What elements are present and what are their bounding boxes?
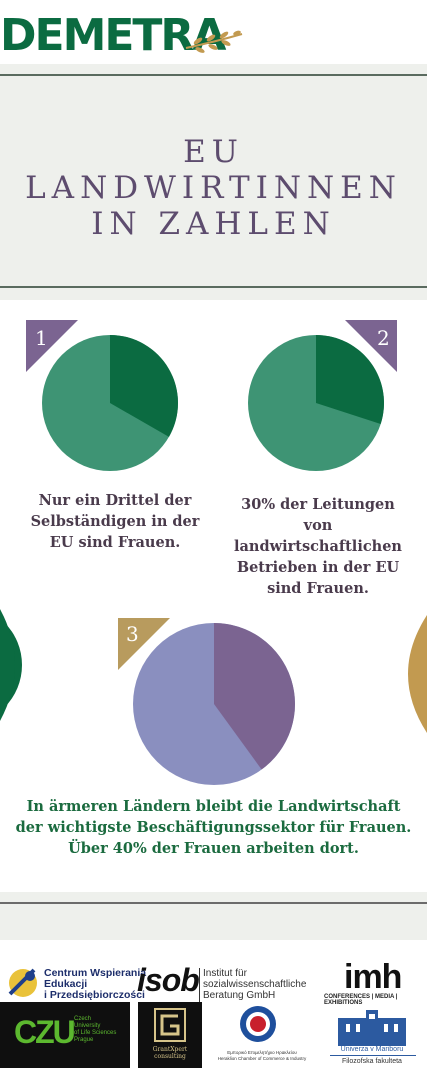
number-badge [26,320,78,372]
maribor-logo-icon [338,1010,406,1046]
stat-3-text: In ärmeren Ländern bleibt die Landwirtsc… [10,796,417,859]
isob-text: Institut für sozialwissenschaftliche Ber… [203,968,306,1001]
demetra-logo: DEMETRA [0,10,226,61]
imh-text: CONFERENCES | MEDIA | EXHIBITIONS [324,994,398,1006]
divider-line [0,902,427,904]
grantxpert-mark-icon [154,1008,186,1042]
title-line: EU [183,134,244,170]
partner-line: Prague [74,1037,94,1043]
partner-line: consulting [154,1053,186,1060]
grantxpert-text: GrantXpert consulting [138,1046,202,1060]
partner-line: Εμπορικό Επιμελητήριο Ηρακλείου [227,1050,297,1055]
stat-line: Nur ein Drittel der [38,492,192,509]
maribor-name: Univerza v Mariboru [340,1046,404,1053]
partner-line: Heraklion Chamber of Commerce & Industry [217,1056,307,1061]
stat-line: von [303,517,333,534]
title-line: LANDWIRTINNEN [25,170,402,206]
divider-line [330,1055,416,1056]
partner-logos: Centrum Wspierania Edukacji i Przedsiębi… [0,940,427,1068]
divider-line [0,74,427,76]
cwep-text: Centrum Wspierania Edukacji i Przedsiębi… [44,968,146,1001]
pie-chart-1 [42,335,178,471]
partner-line: Czech [74,1016,92,1022]
pie-slice-women [214,623,295,770]
partner-line: i Przedsiębiorczości [44,989,145,1001]
partner-line: University [74,1023,101,1029]
decor-half-circle-green [0,609,22,721]
pie-slice-women [316,335,384,425]
pie-slice-women [110,335,178,437]
maribor-faculty: Filozofska fakulteta [342,1058,402,1065]
imh-logo: imh [344,958,402,996]
decor-half-circle-gold [408,615,427,733]
header: DEMETRA [0,0,427,64]
stat-line: landwirtschaftlichen [234,538,402,555]
partner-line: of Life Sciences [74,1030,117,1036]
stat-1-text: Nur ein Drittel der Selbständigen in der… [30,490,200,553]
divider-line [0,286,427,288]
stat-line: 30% der Leitungen [241,496,395,513]
stat-line: Über 40% der Frauen arbeiten dort. [68,840,359,857]
stat-2-text: 30% der Leitungen von landwirtschaftlich… [228,494,408,599]
partner-line: Institut für [203,968,247,979]
isob-logo: isob [137,962,200,998]
stat-line: EU sind Frauen. [49,534,181,551]
pie-chart-2 [248,335,384,471]
cwep-logo-icon [8,968,37,997]
wheat-icon [185,30,243,53]
partner-line: Centrum Wspierania [44,967,147,979]
stat-line: sind Frauen. [267,580,369,597]
page-title: EU LANDWIRTINNEN IN ZAHLEN [0,134,427,242]
number-badge [118,618,170,670]
number-badge [345,320,397,372]
czu-logo: CZU Czech University of Life Sciences Pr… [0,1002,130,1068]
pie-chart-3 [133,623,295,785]
title-band: EU LANDWIRTINNEN IN ZAHLEN [0,64,427,300]
stat-line: Selbständigen in der [30,513,200,530]
partner-line: GrantXpert [152,1046,188,1053]
hcci-text: Εμπορικό Επιμελητήριο Ηρακλείου Heraklio… [208,1050,316,1062]
stat-line: der wichtigste Beschäftigungssektor für … [15,819,412,836]
czu-logo-mark: CZU [14,1014,76,1050]
partner-line: sozialwissenschaftliche [203,979,307,990]
bottom-band [0,892,427,940]
partner-line: Edukacji [44,978,88,990]
title-line: IN ZAHLEN [91,206,336,242]
partner-line: Beratung GmbH [203,990,276,1001]
stat-line: Betrieben in der EU [236,559,400,576]
grantxpert-logo: GrantXpert consulting [138,1002,202,1068]
divider-line [199,968,200,1002]
czu-text: Czech University of Life Sciences Prague [74,1016,116,1044]
hcci-logo-icon [240,1006,276,1042]
stat-line: In ärmeren Ländern bleibt die Landwirtsc… [26,798,401,815]
